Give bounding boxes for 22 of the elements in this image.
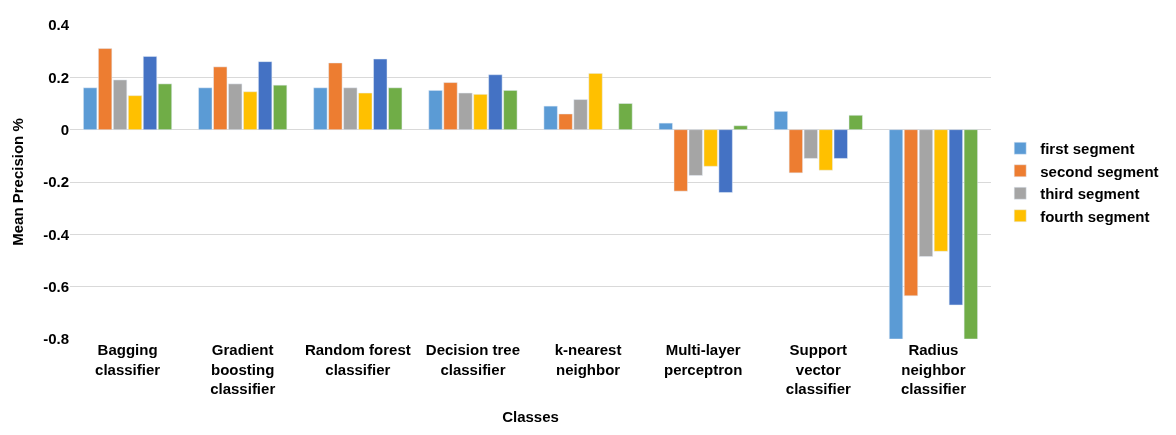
y-tick-label: -0.4: [43, 225, 70, 243]
x-tick-label: Bagging classifier: [95, 341, 161, 378]
legend-label: third segment: [1040, 185, 1140, 203]
x-tick-label: Radius neighbor classifier: [900, 341, 967, 397]
bar: [618, 103, 633, 130]
x-tick-label: Decision tree classifier: [425, 341, 521, 378]
legend-label: fourth segment: [1040, 207, 1150, 225]
legend-label: first segment: [1040, 140, 1135, 158]
x-tick-label: Multi-layer perceptron: [664, 341, 743, 378]
x-tick-label: Gradient boosting classifier: [210, 341, 276, 397]
y-tick-label: -0.2: [43, 173, 69, 191]
y-axis-title: Mean Precision %: [9, 118, 27, 246]
y-tick-label: -0.8: [43, 330, 69, 348]
x-tick-label: Random forest classifier: [304, 341, 411, 378]
y-tick-label: 0: [60, 120, 69, 138]
x-tick-label: Support vector classifier: [785, 341, 851, 397]
y-tick-label: 0.4: [48, 16, 70, 34]
y-tick-label: -0.6: [43, 277, 69, 295]
y-tick-label: 0.2: [48, 68, 69, 86]
legend-label: second segment: [1040, 162, 1159, 180]
x-axis-title: Classes: [502, 408, 559, 425]
x-tick-label: k-nearest neighbor: [554, 341, 622, 378]
